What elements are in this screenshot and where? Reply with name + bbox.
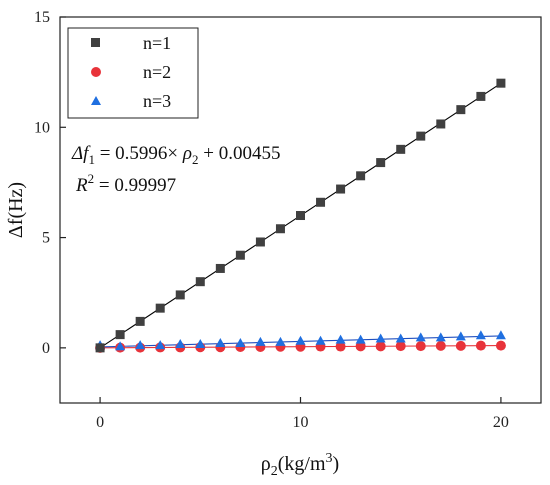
point-series-1 [456, 105, 466, 115]
x-tick-label: 10 [293, 414, 309, 431]
fit-equation: Δf1 = 0.5996× ρ2 + 0.00455 [71, 143, 280, 167]
point-series-1 [235, 250, 245, 260]
point-series-2 [335, 341, 346, 352]
point-series-2 [435, 340, 446, 351]
point-series-3 [415, 332, 426, 342]
point-series-1 [135, 316, 145, 326]
point-series-1 [95, 343, 105, 353]
point-series-3 [315, 335, 326, 345]
point-series-3 [175, 339, 186, 349]
point-series-2 [495, 340, 506, 351]
r-squared: R2 = 0.99997 [75, 171, 176, 196]
axis-ticks: 0 10 20 0 5 10 15 [34, 9, 509, 431]
point-series-3 [455, 331, 466, 341]
point-series-1 [396, 144, 406, 154]
point-series-1 [376, 158, 386, 168]
legend-label-n1: n=1 [143, 33, 171, 53]
point-series-1 [416, 131, 426, 141]
legend-label-n2: n=2 [143, 62, 171, 82]
point-series-2 [375, 341, 386, 352]
x-tick-label: 0 [96, 414, 104, 431]
point-series-3 [355, 334, 366, 344]
legend-marker-n2 [91, 67, 101, 77]
point-series-3 [155, 340, 166, 350]
point-series-3 [275, 336, 286, 346]
point-series-3 [375, 333, 386, 343]
legend-marker-n3 [91, 96, 101, 105]
point-series-3 [135, 340, 146, 350]
y-tick-label: 15 [34, 9, 50, 26]
point-series-3 [115, 341, 126, 351]
point-series-1 [336, 184, 346, 194]
x-axis-title: ρ2(kg/m3) [261, 451, 339, 479]
y-tick-label: 10 [34, 119, 50, 136]
legend: n=1 n=2 n=3 [67, 27, 199, 119]
point-series-1 [255, 237, 265, 247]
y-axis-title: Δf(Hz) [5, 182, 27, 238]
legend-label-n3: n=3 [143, 91, 171, 111]
point-series-2 [455, 340, 466, 351]
point-series-3 [495, 330, 506, 340]
point-series-3 [235, 337, 246, 347]
point-series-1 [175, 290, 185, 300]
point-series-1 [215, 263, 225, 273]
point-series-3 [395, 333, 406, 343]
legend-box [67, 27, 199, 119]
y-tick-label: 5 [42, 230, 50, 247]
point-series-1 [496, 78, 506, 88]
point-series-3 [195, 339, 206, 349]
point-series-3 [475, 330, 486, 340]
data-points [95, 78, 506, 353]
point-series-2 [355, 341, 366, 352]
point-series-1 [356, 171, 366, 181]
y-tick-label: 0 [42, 340, 50, 357]
point-series-1 [275, 224, 285, 234]
point-series-1 [195, 277, 205, 287]
point-series-3 [295, 335, 306, 345]
point-series-1 [115, 330, 125, 340]
point-series-1 [476, 91, 486, 101]
point-series-1 [296, 211, 305, 221]
point-series-1 [436, 119, 446, 129]
point-series-3 [335, 334, 346, 344]
point-series-2 [415, 341, 426, 352]
point-series-3 [255, 336, 266, 346]
point-series-1 [316, 197, 326, 207]
x-tick-label: 20 [493, 414, 509, 431]
point-series-3 [435, 332, 446, 342]
point-series-2 [475, 340, 486, 351]
point-series-1 [155, 303, 165, 313]
point-series-3 [215, 337, 226, 347]
legend-marker-n1 [91, 38, 100, 47]
point-series-2 [395, 341, 406, 352]
